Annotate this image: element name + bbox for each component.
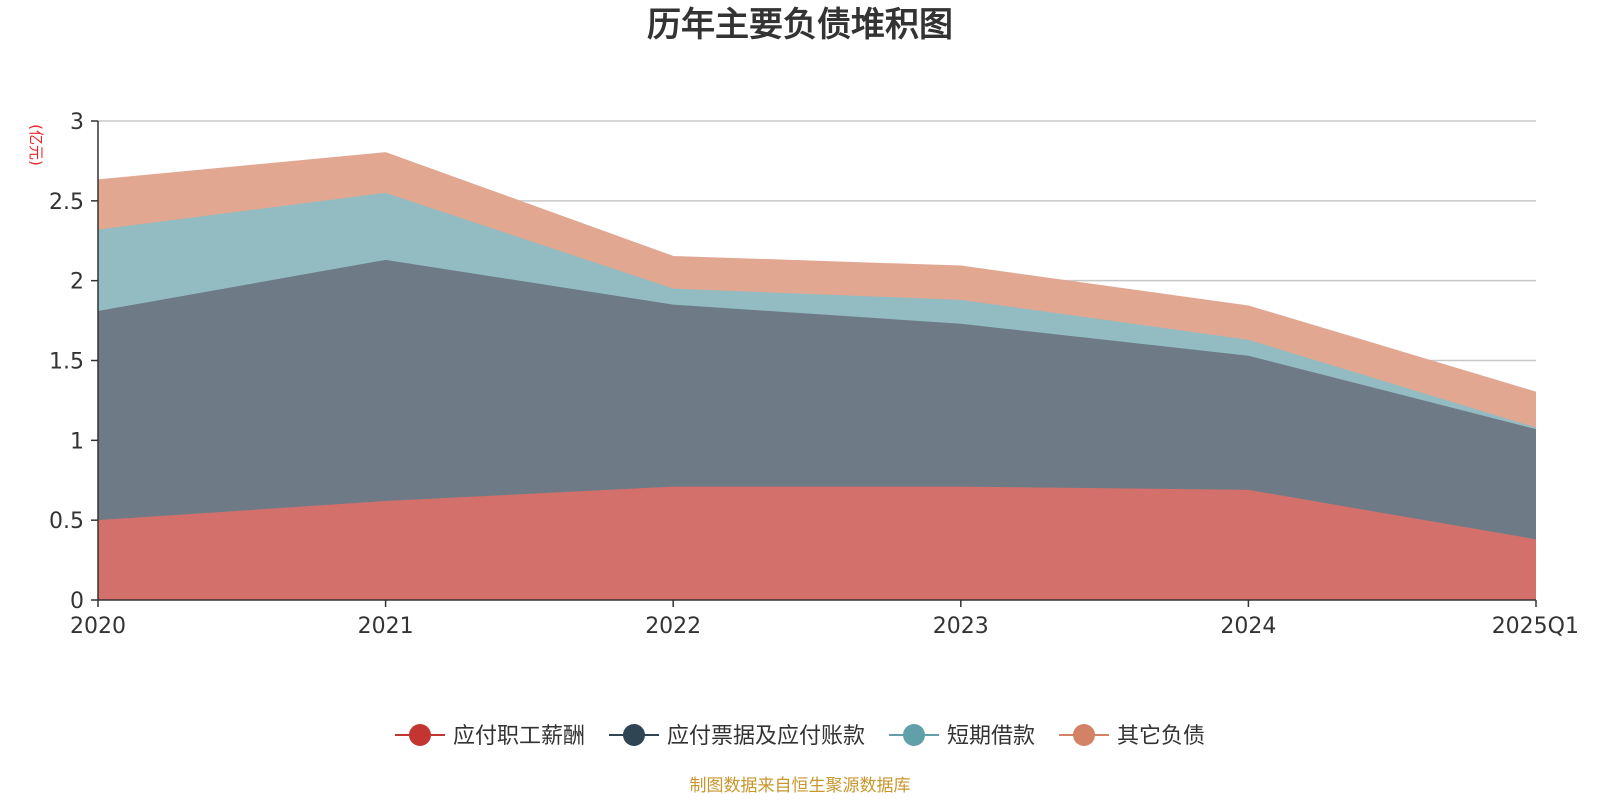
legend-item-3: 短期借款 (889, 724, 1035, 749)
x-tick-label: 2025Q1 (1492, 614, 1579, 639)
y-tick-label: 3 (70, 110, 84, 135)
area-series-3 (98, 192, 1536, 430)
legend-dot-symbol (623, 724, 645, 746)
legend-label: 短期借款 (947, 724, 1035, 749)
area-line-1 (97, 485, 1537, 541)
y-tick-label: 0 (70, 589, 84, 614)
y-tick-label: 2.5 (49, 190, 84, 215)
area-series-1 (98, 486, 1536, 600)
y-axis-unit-label: (亿元) (27, 124, 45, 166)
x-tick-label: 2024 (1220, 614, 1276, 639)
legend-label: 其它负债 (1117, 724, 1205, 749)
x-tick-label: 2021 (358, 614, 414, 639)
legend-label: 应付票据及应付账款 (667, 724, 865, 749)
legend-item-2: 应付票据及应付账款 (609, 724, 865, 749)
legend: 应付职工薪酬 应付票据及应付账款 短期借款 其它负债 (395, 724, 1205, 749)
legend-item-4: 其它负债 (1059, 724, 1205, 749)
y-tick-label: 1 (70, 429, 84, 454)
legend-item-1: 应付职工薪酬 (395, 724, 585, 749)
area-series (97, 152, 1537, 600)
legend-dot-symbol (409, 724, 431, 746)
x-tick-label: 2023 (933, 614, 989, 639)
y-tick-label: 1.5 (49, 350, 84, 375)
chart-title: 历年主要负债堆积图 (647, 5, 953, 45)
axes: 0 0.5 1 1.5 2 2.5 3 2020 2021 2022 2023 2024 2025Q1 (49, 110, 1579, 639)
y-tick-label: 2 (70, 270, 84, 295)
area-series-4 (98, 152, 1536, 428)
y-tick-label: 0.5 (49, 509, 84, 534)
legend-dot-symbol (903, 724, 925, 746)
legend-dot-symbol (1073, 724, 1095, 746)
x-tick-label: 2022 (645, 614, 701, 639)
legend-label: 应付职工薪酬 (453, 724, 585, 749)
data-source-note: 制图数据来自恒生聚源数据库 (690, 776, 911, 796)
area-series-2 (98, 259, 1536, 540)
x-tick-label: 2020 (70, 614, 126, 639)
area-line-4 (97, 152, 1537, 394)
